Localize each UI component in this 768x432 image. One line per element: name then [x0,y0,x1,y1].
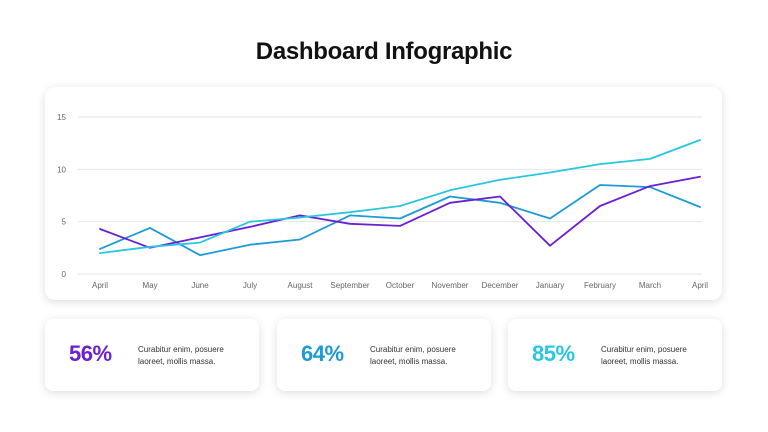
y-tick-label: 5 [62,218,67,227]
stat-description: Curabitur enim, posuere laoreet, mollis … [138,345,224,366]
y-tick-label: 10 [57,165,66,174]
stat-value: 64% [301,341,344,366]
x-tick-label: April [92,281,108,290]
x-tick-label: February [584,281,616,290]
stat-card-3: 85% Curabitur enim, posuere laoreet, mol… [508,319,722,391]
stat-value: 85% [532,341,575,366]
stat-description: Curabitur enim, posuere laoreet, mollis … [601,345,687,366]
x-tick-label: April [692,281,708,290]
page-title: Dashboard Infographic [255,38,513,65]
x-tick-label: August [288,281,314,290]
y-tick-label: 0 [62,270,67,279]
x-tick-label: June [191,281,209,290]
x-tick-label: March [639,281,661,290]
stat-value: 56% [69,341,112,366]
x-tick-label: May [142,281,157,290]
line-chart: 0 5 10 15 April May June July August September Oct… [57,113,708,290]
x-tick-label: December [482,281,519,290]
stat-card-2: 64% Curabitur enim, posuere laoreet, mol… [277,319,491,391]
series-line-1 [99,184,701,257]
x-tick-label: October [386,281,415,290]
x-tick-label: November [432,281,469,290]
x-tick-label: January [536,281,564,290]
line-chart-card: 0 5 10 15 April May June July August September Oct… [45,87,722,300]
x-tick-label: July [243,281,257,290]
series-line-3 [99,139,701,255]
x-tick-label: September [330,281,369,290]
series-line-2 [99,175,701,249]
stat-description: Curabitur enim, posuere laoreet, mollis … [370,345,456,366]
stat-card-1: 56% Curabitur enim, posuere laoreet, mol… [45,319,259,391]
y-tick-label: 15 [57,113,66,122]
